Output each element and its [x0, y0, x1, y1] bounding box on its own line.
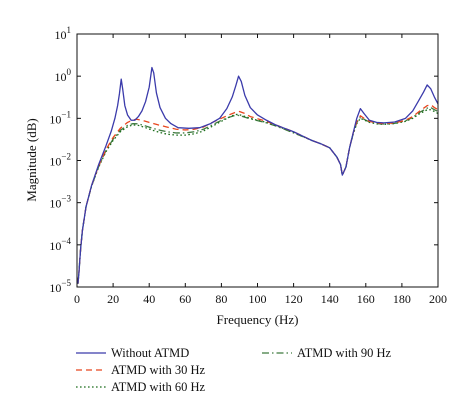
series-line: [77, 109, 439, 284]
y-tick-label: 100: [55, 67, 72, 84]
y-tick-label: 10−2: [49, 152, 71, 169]
legend: Without ATMD ATMD with 30 Hz ATMD with 60 …: [76, 346, 392, 394]
x-tick-label: 100: [249, 292, 267, 306]
x-tick-label: 20: [107, 292, 119, 306]
legend-label: Without ATMD: [111, 346, 189, 360]
x-tick-label: 120: [285, 292, 303, 306]
y-axis-label: Magnitude (dB): [24, 118, 39, 201]
x-axis: 0 20 40 60 80 100 120 140 160 180 200: [74, 34, 447, 306]
plot-frame: [76, 33, 439, 288]
legend-label: ATMD with 60 Hz: [111, 380, 206, 394]
x-axis-label: Frequency (Hz): [217, 312, 299, 327]
x-tick-label: 0: [74, 292, 80, 306]
series-line: [77, 104, 439, 284]
y-tick-label: 10−5: [49, 278, 71, 295]
x-tick-label: 60: [179, 292, 191, 306]
x-tick-label: 160: [357, 292, 375, 306]
plot-area: [77, 66, 439, 284]
x-tick-label: 40: [143, 292, 155, 306]
x-tick-label: 80: [215, 292, 227, 306]
legend-label: ATMD with 90 Hz: [297, 346, 392, 360]
x-tick-label: 140: [321, 292, 339, 306]
y-tick-label: 10−4: [49, 236, 71, 253]
y-tick-label: 10−1: [49, 109, 71, 126]
x-tick-label: 180: [393, 292, 411, 306]
y-tick-label: 101: [55, 25, 72, 42]
series-line: [77, 66, 439, 284]
series-line: [77, 106, 439, 284]
x-tick-label: 200: [429, 292, 447, 306]
y-axis: 10−5 10−4 10−3 10−2 10−1 100 101: [49, 25, 438, 295]
y-tick-label: 10−3: [49, 194, 71, 211]
legend-label: ATMD with 30 Hz: [111, 363, 206, 377]
